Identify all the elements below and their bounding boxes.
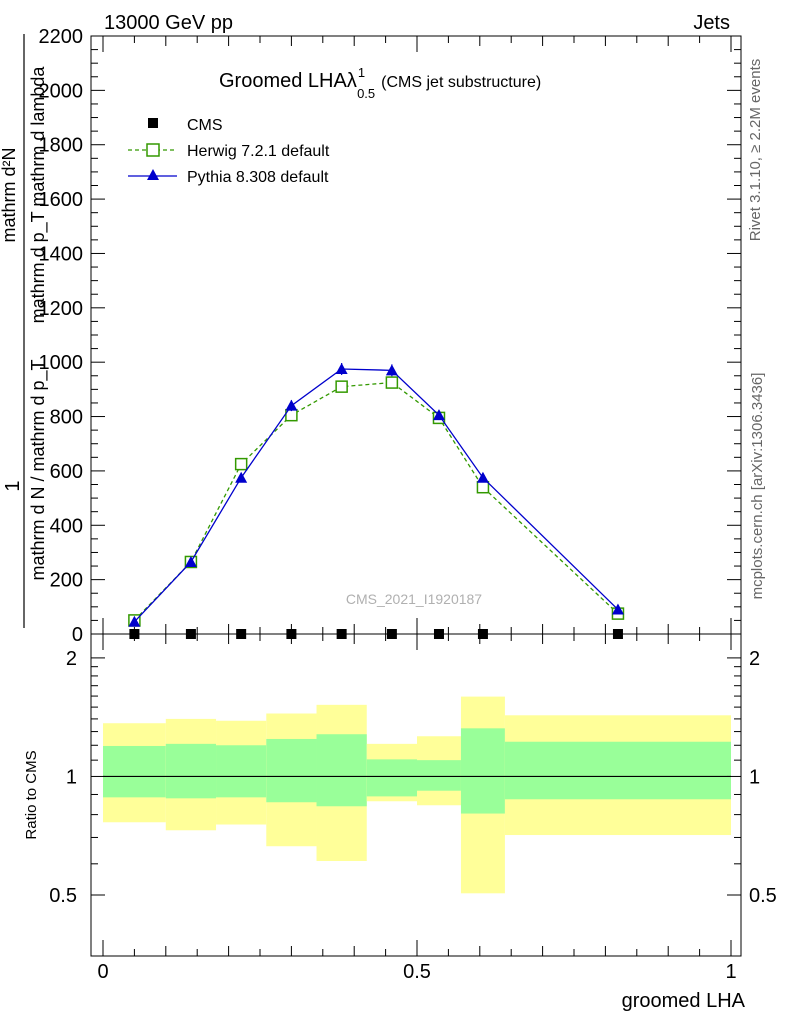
series-line-2 [133,368,619,623]
mcplots-label: mcplots.cern.ch [arXiv:1306.3436] [749,373,766,600]
watermark: CMS_2021_I1920187 [346,591,482,607]
main-ytick-label: 1000 [39,352,84,374]
data-point-pythia [432,409,445,421]
main-ticks: 0 200 400 600 800 1000 1200 1400 1600 1800 2000 220… [39,26,741,646]
ratio-ytick-label-left: 1 [66,766,77,788]
data-point-pythia [611,603,624,615]
ratio-xtick-label: 0.5 [403,961,431,983]
legend-pythia-label: Pythia 8.308 default [187,169,329,186]
ratio-bands [103,696,731,894]
data-point-pythia [184,555,197,567]
main-ylabel: 1 mathrm d N / mathrm d p_T mathrm d²N m… [0,34,49,628]
main-ytick-label: 600 [50,461,83,483]
data-point-pythia [476,471,489,483]
ratio-xlabel: groomed LHA [622,990,746,1012]
ratio-ylabel: Ratio to CMS [23,750,40,839]
ratio-band-inner [266,738,317,803]
ratio-frame [90,633,742,957]
legend: CMS Herwig 7.2.1 default Pythia 8.308 de… [128,117,330,186]
data-point-herwig [385,376,399,389]
ylabel-num-2: mathrm d²N [0,147,19,242]
ratio-band-inner [504,741,731,800]
main-ytick-label: 1600 [39,189,84,211]
ratio-ytick-label-right: 0.5 [749,885,777,907]
data-point-herwig [335,380,348,393]
header-right: Jets [693,12,730,34]
main-ytick-label: 1800 [39,135,84,157]
ylabel-den-2: mathrm d p_T mathrm d lambda [28,66,49,324]
ratio-plot: 0.5 0.5 1 1 2 2 0 0.5 1 Ratio to CMS groomed LHA [23,633,777,1012]
data-point-herwig [476,480,490,494]
ratio-ticks: 0.5 0.5 1 1 2 2 0 0.5 1 [49,634,777,983]
ratio-ytick-label-left: 2 [66,648,77,670]
ratio-band-inner [316,734,367,807]
main-ytick-label: 2000 [39,80,84,102]
legend-cms-label: CMS [187,117,223,134]
data-point-pythia [385,364,398,376]
main-ytick-label: 0 [72,624,83,646]
main-ytick-label: 2200 [39,26,84,48]
ratio-band-inner [165,743,217,799]
ratio-xtick-label: 0 [97,961,108,983]
main-plot: 0 200 400 600 800 1000 1200 1400 1600 1800 2000 220… [0,26,742,646]
legend-herwig-marker [146,143,160,157]
ylabel-num-1: 1 [2,480,24,491]
ratio-ytick-label-left: 0.5 [49,885,77,907]
ratio-band-inner [216,745,267,798]
main-ytick-label: 800 [50,407,83,429]
legend-pythia-marker [147,169,159,180]
ratio-band-inner [103,745,166,798]
ratio-ytick-label-right: 1 [749,766,760,788]
ylabel-den-1: mathrm d N / mathrm d p_T [28,359,49,580]
main-ytick-label: 1200 [39,298,84,320]
header-left: 13000 GeV pp [104,12,233,34]
chart-title: Groomed LHAλ1 0.5(CMS jet substructure) [219,65,541,101]
legend-herwig-label: Herwig 7.2.1 default [187,143,330,160]
data-point-pythia [128,615,141,627]
ratio-band-inner [366,759,417,797]
main-ytick-label: 400 [50,515,83,537]
data-point-pythia [285,399,298,411]
main-ytick-label: 200 [50,570,83,592]
legend-cms-marker [148,118,158,128]
data-point-pythia [335,362,348,374]
rivet-label: Rivet 3.1.10, ≥ 2.2M events [747,59,764,242]
series-line-1 [133,381,619,621]
data-point-herwig [234,457,248,471]
ratio-ytick-label-right: 2 [749,648,760,670]
data-point-pythia [235,471,248,483]
ratio-band-inner [460,728,505,814]
ratio-xtick-label: 1 [725,961,736,983]
ratio-band-inner [417,760,461,791]
main-ytick-label: 1400 [39,243,84,265]
